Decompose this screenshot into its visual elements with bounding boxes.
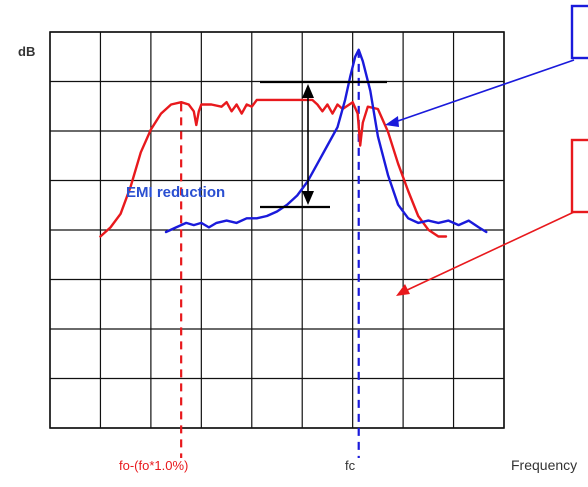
y-axis-label: dB [18,44,35,59]
x-axis-label: Frequency [511,457,577,473]
series-lines [99,48,488,238]
legend-pointer-blue-head [385,116,399,127]
reduction-arrowhead-down [302,191,314,205]
emi-reduction-annotation [260,80,387,209]
x-tick-label-fo: fo-(fo*1.0%) [119,458,188,473]
fixed-frequency-line [164,48,488,234]
x-tick-label-fc: fc [345,458,356,473]
legend-pointer-red-head [396,284,410,296]
grid [49,31,505,429]
reduction-arrowhead-up [302,84,314,98]
plot-frame [49,31,505,429]
legend-pointer-blue [394,59,575,123]
legend-boxes [385,4,588,296]
frequency-markers [180,49,360,458]
legend-box-blue [570,4,588,60]
legend-box-red [570,138,588,214]
legend-pointer-red [404,211,575,292]
emi-reduction-label: EMI reduction [126,184,225,201]
